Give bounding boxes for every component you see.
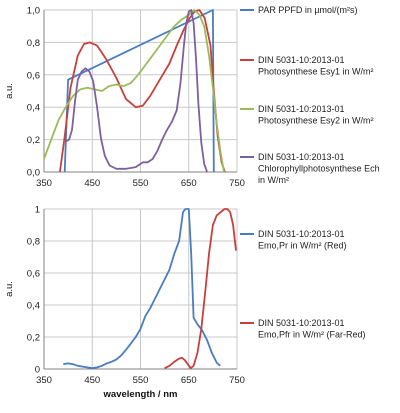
- top-chart-legend-label: DIN 5031-10:2013-01: [258, 104, 345, 114]
- top-chart-legend-item-4: DIN 5031-10:2013-01 Chlorophyllphotosynth…: [240, 152, 380, 185]
- top-chart-legend-item-1: PAR PPFD in µmol/(m²s): [240, 5, 358, 15]
- bottom-chart-y-tick-label: 0,6: [27, 269, 40, 280]
- top-chart-y-axis-title: a.u.: [4, 83, 15, 99]
- top-chart-y-tick-label: 0,4: [27, 103, 40, 114]
- top-chart-legend-label: DIN 5031-10:2013-01: [258, 55, 345, 65]
- bottom-chart-legend-item-1: DIN 5031-10:2013-01 Emo,Pr in W/m² (Red): [240, 229, 347, 251]
- bottom-chart-x-tick-label: 350: [36, 375, 52, 386]
- bottom-chart-y-tick-label: 0,2: [27, 333, 40, 344]
- bottom-chart-legend-label: Emo,Pfr in W/m² (Far-Red): [258, 330, 366, 340]
- top-chart-y-tick-label: 0,8: [27, 38, 40, 49]
- top-chart-legend-label: Photosynthese Esy2 in W/m²: [258, 116, 374, 126]
- bottom-chart-x-tick-label: 450: [84, 375, 100, 386]
- top-chart-series-line-4: [65, 9, 208, 173]
- bottom-chart-series-line-1: [63, 208, 221, 370]
- top-chart-x-tick-label: 550: [133, 178, 149, 189]
- top-chart-x-tick-label: 650: [181, 178, 197, 189]
- bottom-chart-y-axis-title: a.u.: [4, 281, 15, 297]
- bottom-chart-x-tick-label: 550: [133, 375, 149, 386]
- bottom-chart-y-tick-label: 0: [35, 365, 40, 376]
- bottom-chart-x-tick-label: 750: [229, 375, 245, 386]
- top-chart-y-tick-label: 1,0: [27, 6, 40, 17]
- bottom-chart-y-tick-label: 0,8: [27, 237, 40, 248]
- bottom-chart-y-tick-label: 0,4: [27, 301, 40, 312]
- bottom-chart-legend-label: DIN 5031-10:2013-01: [258, 318, 345, 328]
- bottom-chart-x-tick-label: 650: [181, 375, 197, 386]
- top-chart-legend-label: DIN 5031-10:2013-01: [258, 152, 345, 162]
- top-chart: 0,0 0,2 0,4 0,6 0,8 1,0 350 450 550 650 750 a.u. PAR…: [4, 5, 380, 189]
- top-chart-legend-label: Chlorophyllphotosynthese Ech: [258, 164, 380, 174]
- top-chart-series-line-3: [43, 9, 225, 173]
- top-chart-x-tick-label: 750: [229, 178, 245, 189]
- top-chart-y-tick-label: 0,6: [27, 70, 40, 81]
- top-chart-legend-label: Photosynthese Esy1 in W/m²: [258, 67, 374, 77]
- top-chart-legend-label: in W/m²: [258, 175, 289, 185]
- bottom-chart-legend-item-2: DIN 5031-10:2013-01 Emo,Pfr in W/m² (Far-…: [240, 318, 366, 340]
- bottom-chart-series-line-2: [164, 208, 237, 370]
- bottom-chart-y-tick-label: 1: [35, 205, 40, 216]
- top-chart-legend-label: PAR PPFD in µmol/(m²s): [258, 5, 358, 15]
- bottom-chart-x-axis-title: wavelength / nm: [103, 389, 178, 400]
- top-chart-x-tick-label: 350: [36, 178, 52, 189]
- top-chart-y-tick-label: 0,2: [27, 135, 40, 146]
- top-chart-series-line-1: [63, 9, 215, 173]
- top-chart-x-tick-label: 450: [84, 178, 100, 189]
- bottom-chart: 0 0,2 0,4 0,6 0,8 1 350 450 550 650 750 a.u. wavelen…: [4, 205, 366, 401]
- top-chart-legend-item-2: DIN 5031-10:2013-01 Photosynthese Esy1 in…: [240, 55, 374, 77]
- top-chart-legend-item-3: DIN 5031-10:2013-01 Photosynthese Esy2 in…: [240, 104, 374, 126]
- bottom-chart-legend-label: Emo,Pr in W/m² (Red): [258, 241, 347, 251]
- top-chart-y-tick-label: 0,0: [27, 168, 40, 179]
- top-chart-series-line-2: [59, 9, 226, 173]
- bottom-chart-legend-label: DIN 5031-10:2013-01: [258, 229, 345, 239]
